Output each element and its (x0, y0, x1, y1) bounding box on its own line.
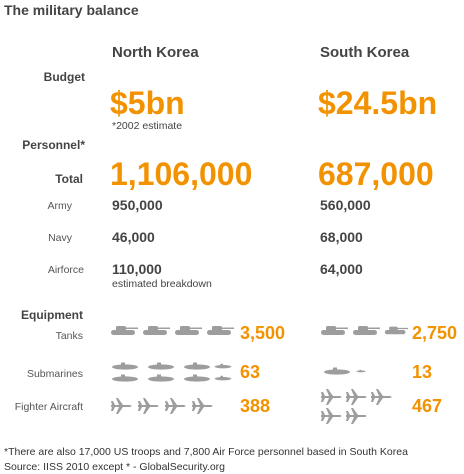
submarine-icon (112, 362, 138, 370)
submarine-icon (214, 375, 232, 381)
note: *2002 estimate (112, 120, 182, 132)
column-header: South Korea (320, 44, 410, 61)
equipment-value: 63 (240, 362, 260, 382)
section-label: Personnel* (22, 138, 85, 152)
row-label: Tanks (56, 330, 83, 342)
section-label: Budget (44, 70, 85, 84)
row-label: Submarines (27, 368, 83, 380)
submarine-icon (356, 369, 366, 373)
row-label: Army (48, 200, 73, 212)
submarine-icon (214, 363, 232, 369)
aircraft-icon (165, 398, 186, 414)
aircraft-icon (346, 408, 367, 424)
aircraft-icon (111, 398, 132, 414)
column-header: North Korea (112, 44, 199, 61)
budget-value: $5bn (110, 85, 185, 121)
tank-icon (321, 326, 348, 335)
aircraft-icon (321, 389, 342, 405)
submarine-icons (112, 362, 366, 382)
value: 68,000 (320, 229, 363, 245)
row-label: Airforce (48, 264, 84, 276)
tank-icon (384, 326, 408, 335)
value: 950,000 (112, 197, 163, 213)
equipment-value: 467 (412, 396, 442, 416)
equipment-value: 2,750 (412, 323, 457, 343)
value: 46,000 (112, 229, 155, 245)
section-label: Equipment (21, 308, 83, 322)
equipment-value: 3,500 (240, 323, 285, 343)
total-value: 687,000 (318, 156, 434, 192)
value: 64,000 (320, 261, 363, 277)
tank-icon (175, 326, 202, 335)
source: Source: IISS 2010 except * - GlobalSecur… (4, 461, 225, 473)
aircraft-icon (321, 408, 342, 424)
tank-icon (143, 326, 170, 335)
tank-icon (111, 326, 138, 335)
aircraft-icon (192, 398, 213, 414)
aircraft-icon (371, 389, 392, 405)
title: The military balance (4, 2, 139, 18)
row-label: Navy (48, 232, 73, 244)
aircraft-icon (346, 389, 367, 405)
submarine-icon (184, 362, 210, 370)
value: 110,000 (112, 261, 162, 277)
equipment-value: 13 (412, 362, 432, 382)
tank-icon (207, 326, 234, 335)
submarine-icon (112, 374, 138, 382)
footnote: *There are also 17,000 US troops and 7,8… (4, 446, 408, 458)
total-value: 1,106,000 (110, 156, 252, 192)
row-label: Fighter Aircraft (15, 401, 83, 413)
tank-icon (353, 326, 380, 335)
budget-value: $24.5bn (318, 85, 437, 121)
row-label: Total (55, 172, 83, 186)
submarine-icon (148, 374, 174, 382)
equipment-value: 388 (240, 396, 270, 416)
submarine-icon (148, 362, 174, 370)
submarine-icon (324, 367, 350, 375)
note: estimated breakdown (112, 278, 212, 290)
submarine-icon (184, 374, 210, 382)
value: 560,000 (320, 197, 371, 213)
aircraft-icon (138, 398, 159, 414)
